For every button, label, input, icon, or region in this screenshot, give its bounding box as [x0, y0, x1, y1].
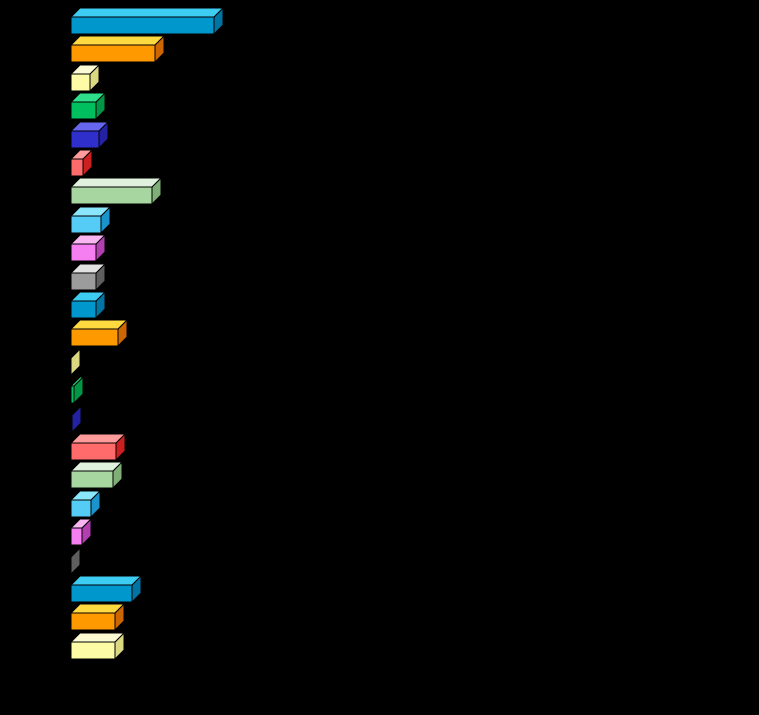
bar-16: 33: [69, 432, 127, 462]
bar-front-face: [70, 499, 92, 518]
bar-front-face: [70, 215, 102, 234]
bar-top-face: [69, 35, 166, 46]
bar-22: 34: [69, 603, 126, 632]
bar-13: 0: [70, 347, 82, 377]
bar-3: 14: [69, 63, 101, 93]
bar-17: 32: [69, 461, 124, 490]
bar-front-face: [70, 186, 153, 205]
bar-top-face: [69, 7, 225, 18]
bar-front-face: [70, 328, 119, 347]
bar-top-face: [70, 547, 81, 557]
bar-6: 5: [69, 148, 94, 178]
bar-front-face: [70, 612, 116, 631]
bar-front-face: [70, 414, 73, 433]
bar-front-face: [70, 243, 97, 262]
bar-23: 34: [69, 631, 126, 661]
bar-12: 36: [69, 319, 129, 348]
bar-top-face: [69, 433, 127, 444]
bar-front-face: [70, 641, 116, 660]
bar-front-face: [70, 130, 100, 149]
bar-top-face: [69, 632, 126, 643]
bar-top-face: [69, 575, 143, 586]
bar-7: 57: [69, 177, 163, 206]
bar-front-face: [70, 470, 114, 489]
bar-top-face: [70, 348, 81, 359]
bar-front-face: [70, 101, 97, 120]
bar-2: 59: [69, 35, 166, 64]
bar-18: 16: [69, 489, 102, 519]
bar-14: 3: [69, 375, 85, 405]
bar-front-face: [70, 16, 215, 35]
bar-front-face: [70, 300, 97, 319]
bar-10: 19: [69, 262, 107, 292]
bar-19: 8: [69, 517, 93, 547]
bar-front-face: [70, 584, 133, 603]
bar-1: 95: [69, 6, 225, 36]
bar-front-face: [70, 44, 156, 63]
bar-front-face: [70, 527, 83, 546]
bar-5: 20: [69, 120, 110, 150]
bar-top-face: [69, 461, 124, 472]
bar-front-face: [70, 158, 84, 177]
bar-15: 1: [69, 404, 83, 434]
bar-8: 23: [69, 205, 112, 235]
bar-4: 18: [69, 91, 107, 121]
bar-front-face: [70, 73, 91, 92]
bar-20: 0: [70, 546, 82, 576]
bar-front-face: [70, 385, 75, 404]
bar-9: 19: [69, 233, 107, 263]
bar-11: 19: [69, 290, 107, 320]
bar-top-face: [69, 603, 126, 614]
bar-front-face: [70, 272, 97, 291]
bar-front-face: [70, 442, 117, 461]
bar-top-face: [69, 177, 163, 188]
bar-21: 48: [69, 574, 143, 604]
bar-top-face: [69, 319, 129, 330]
